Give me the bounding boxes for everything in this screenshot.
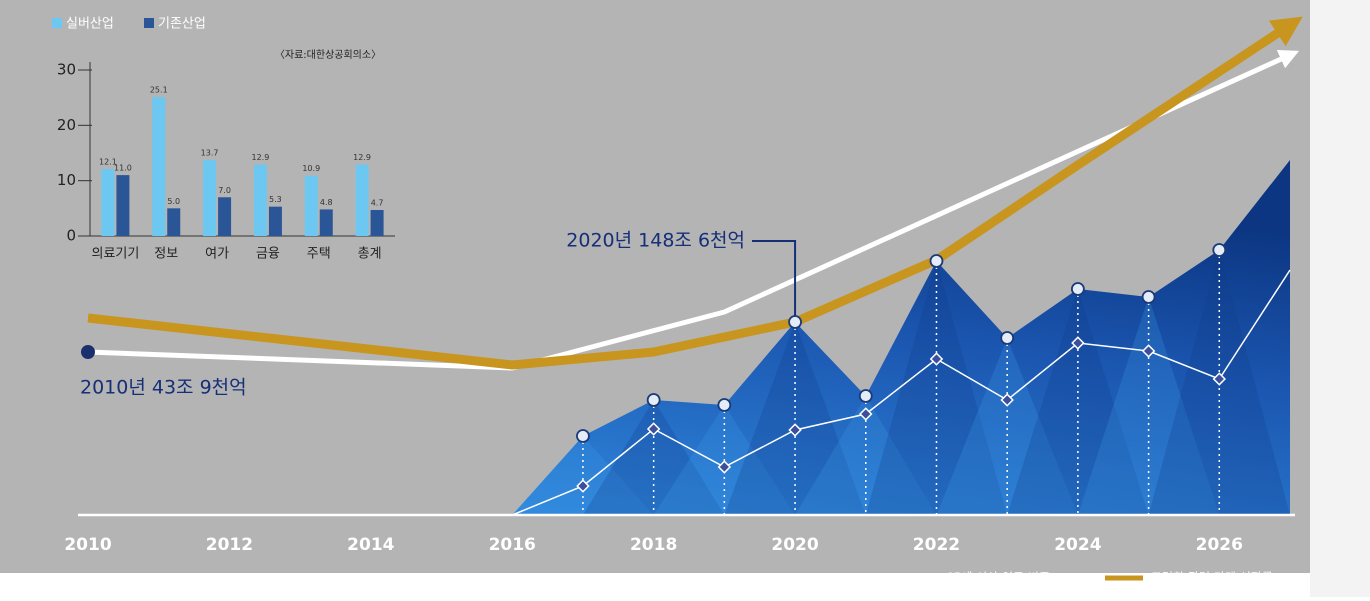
area	[512, 160, 1290, 515]
diamond	[646, 422, 661, 436]
value-label: 5.3	[269, 195, 282, 204]
start-dot	[81, 345, 95, 359]
point	[858, 389, 873, 403]
value-label: 7.0	[218, 186, 231, 195]
bar	[203, 160, 217, 236]
background-edge	[1310, 0, 1370, 597]
x-tick-label: 여가	[205, 247, 229, 262]
value-label: 5.0	[167, 197, 180, 206]
x-tick-label: 2024	[1054, 535, 1101, 555]
point	[576, 429, 590, 443]
value-label: 25.1	[150, 86, 168, 95]
legend-label: 고령화 관련 마켓 성장률	[1151, 571, 1273, 585]
x-tick-label: 의료기기	[91, 247, 139, 262]
legend-label: 65세 이상 인구 비중	[946, 571, 1050, 585]
bar	[167, 208, 181, 236]
x-tick-label: 2014	[347, 535, 394, 555]
y-tick-label: 10	[57, 171, 76, 189]
x-tick-label: 2026	[1196, 535, 1243, 555]
legend-swatch	[52, 18, 62, 28]
x-tick-label: 2012	[206, 535, 253, 555]
x-tick-label: 총계	[358, 247, 382, 262]
value-label: 10.9	[302, 164, 320, 173]
value-label: 13.7	[201, 149, 219, 158]
x-tick-label: 금융	[256, 247, 280, 262]
facet	[936, 338, 1078, 515]
legend-swatch	[144, 18, 154, 28]
bar	[253, 164, 267, 236]
legend-label: 기존산업	[158, 17, 206, 32]
point	[1212, 243, 1227, 257]
x-tick-label: 2018	[630, 535, 677, 555]
diamond	[1071, 336, 1085, 350]
value-label: 12.9	[252, 153, 270, 162]
diamond	[788, 423, 802, 437]
bar	[152, 97, 166, 236]
point	[929, 254, 944, 268]
bar	[218, 197, 232, 236]
x-tick-label: 주택	[307, 247, 331, 262]
annotation-line	[752, 240, 797, 316]
point	[646, 393, 661, 407]
point	[1141, 290, 1156, 304]
bar	[355, 164, 369, 236]
diamond	[1212, 372, 1227, 386]
legend-label: 실버산업	[66, 17, 114, 32]
x-tick-label: 정보	[154, 247, 178, 262]
x-tick-label: 2016	[489, 535, 536, 555]
facet	[795, 396, 937, 515]
facet	[1007, 289, 1149, 515]
value-label: 4.7	[371, 198, 384, 207]
bar	[116, 175, 130, 236]
x-tick-label: 2010	[64, 535, 111, 555]
value-label: 12.1	[99, 158, 117, 167]
x-tick-label: 2022	[913, 535, 960, 555]
series-line	[87, 50, 1300, 371]
x-tick-label: 2020	[771, 535, 818, 555]
point	[1000, 331, 1015, 345]
bar	[268, 206, 282, 236]
facet	[512, 436, 654, 515]
point	[788, 315, 802, 329]
diamond	[576, 479, 590, 493]
point	[717, 398, 732, 412]
diamond	[1141, 344, 1156, 358]
value-label: 12.9	[353, 153, 371, 162]
annotation: 2020년 148조 6천억	[566, 230, 745, 252]
bar	[101, 169, 115, 236]
bar	[304, 175, 318, 236]
diamond	[929, 352, 944, 366]
diamond	[859, 407, 873, 421]
bar	[370, 209, 384, 236]
inner-line	[511, 269, 1291, 516]
diamond	[717, 460, 732, 474]
value-label: 11.0	[114, 164, 132, 173]
y-tick-label: 30	[57, 61, 76, 79]
diamond	[1000, 393, 1014, 407]
source: 〈자료:대한상공회의소〉	[275, 49, 381, 61]
y-tick-label: 0	[66, 227, 76, 245]
annotation: 2010년 43조 9천억	[80, 377, 247, 399]
y-tick-label: 20	[57, 116, 76, 134]
facet	[582, 400, 725, 515]
value-label: 4.8	[320, 198, 333, 207]
bar	[319, 209, 333, 236]
point	[1070, 282, 1085, 296]
